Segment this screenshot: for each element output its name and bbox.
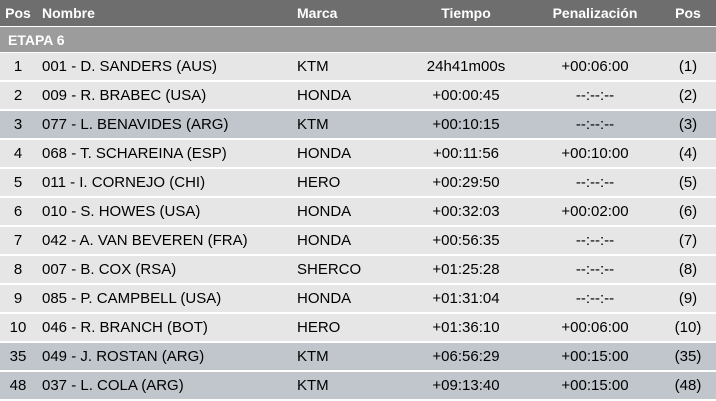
cell-time: +00:00:45 [432, 87, 500, 104]
cell-overall-pos: (35) [674, 348, 702, 365]
cell-time: +00:32:03 [432, 203, 500, 220]
header-time: Tiempo [441, 5, 491, 21]
cell-rider-name: 068 - T. SCHAREINA (ESP) [42, 145, 227, 162]
cell-overall-pos: (4) [678, 145, 698, 162]
cell-time: +01:25:28 [432, 261, 500, 278]
cell-overall-pos: (8) [678, 261, 698, 278]
cell-pos: 10 [9, 319, 27, 336]
cell-brand: KTM [297, 58, 329, 75]
cell-penalty: --:--:-- [575, 174, 615, 191]
cell-penalty: --:--:-- [575, 116, 615, 133]
header-brand: Marca [297, 5, 338, 21]
cell-overall-pos: (9) [678, 290, 698, 307]
header-name: Nombre [42, 5, 95, 21]
cell-rider-name: 046 - R. BRANCH (BOT) [42, 319, 208, 336]
cell-time: +00:29:50 [432, 174, 500, 191]
cell-pos: 3 [13, 116, 23, 133]
stage-label: ETAPA 6 [8, 31, 65, 48]
cell-pos: 7 [13, 232, 23, 249]
cell-time: +01:31:04 [432, 290, 500, 307]
header-penalty: Penalización [552, 5, 638, 21]
cell-time: +06:56:29 [432, 348, 500, 365]
cell-pos: 48 [9, 377, 27, 394]
cell-pos: 8 [13, 261, 23, 278]
table-row: 5 011 - I. CORNEJO (CHI) HERO +00:29:50 --:-… [0, 169, 716, 198]
table-row: 3 077 - L. BENAVIDES (ARG) KTM +00:10:15 --:… [0, 111, 716, 140]
cell-overall-pos: (7) [678, 232, 698, 249]
table-row: 6 010 - S. HOWES (USA) HONDA +00:32:03 +00:0… [0, 198, 716, 227]
cell-brand: HERO [297, 319, 341, 336]
cell-overall-pos: (10) [674, 319, 702, 336]
table-row: 2 009 - R. BRABEC (USA) HONDA +00:00:45 --:-… [0, 82, 716, 111]
cell-time: +09:13:40 [432, 377, 500, 394]
cell-brand: HONDA [297, 145, 352, 162]
table-row: 4 068 - T. SCHAREINA (ESP) HONDA +00:11:56 +… [0, 140, 716, 169]
table-row: 35 049 - J. ROSTAN (ARG) KTM +06:56:29 +00:1… [0, 343, 716, 372]
cell-penalty: +00:02:00 [561, 203, 629, 220]
cell-penalty: +00:15:00 [561, 348, 629, 365]
results-table-body: 1 001 - D. SANDERS (AUS) KTM 24h41m00s +00:0… [0, 53, 716, 401]
cell-pos: 6 [13, 203, 23, 220]
cell-brand: KTM [297, 116, 329, 133]
cell-pos: 35 [9, 348, 27, 365]
cell-pos: 4 [13, 145, 23, 162]
cell-brand: HONDA [297, 232, 352, 249]
cell-pos: 9 [13, 290, 23, 307]
cell-pos: 2 [13, 87, 23, 104]
cell-penalty: +00:06:00 [561, 319, 629, 336]
cell-penalty: --:--:-- [575, 87, 615, 104]
cell-rider-name: 077 - L. BENAVIDES (ARG) [42, 116, 229, 133]
cell-rider-name: 009 - R. BRABEC (USA) [42, 87, 207, 104]
cell-brand: HONDA [297, 87, 352, 104]
cell-rider-name: 010 - S. HOWES (USA) [42, 203, 201, 220]
cell-time: +00:56:35 [432, 232, 500, 249]
cell-overall-pos: (1) [678, 58, 698, 75]
cell-brand: KTM [297, 377, 329, 394]
table-row: 48 037 - L. COLA (ARG) KTM +09:13:40 +00:15:… [0, 372, 716, 401]
cell-time: +01:36:10 [432, 319, 500, 336]
cell-brand: HONDA [297, 290, 352, 307]
stage-row: ETAPA 6 [0, 27, 716, 53]
cell-overall-pos: (3) [678, 116, 698, 133]
cell-rider-name: 007 - B. COX (RSA) [42, 261, 177, 278]
cell-overall-pos: (6) [678, 203, 698, 220]
cell-penalty: --:--:-- [575, 261, 615, 278]
cell-penalty: --:--:-- [575, 290, 615, 307]
cell-pos: 1 [13, 58, 23, 75]
cell-overall-pos: (2) [678, 87, 698, 104]
table-row: 8 007 - B. COX (RSA) SHERCO +01:25:28 --:--:… [0, 256, 716, 285]
cell-penalty: +00:10:00 [561, 145, 629, 162]
cell-overall-pos: (48) [674, 377, 702, 394]
cell-time: 24h41m00s [426, 58, 506, 75]
table-row: 10 046 - R. BRANCH (BOT) HERO +01:36:10 +00:… [0, 314, 716, 343]
cell-rider-name: 042 - A. VAN BEVEREN (FRA) [42, 232, 248, 249]
header-pos: Pos [5, 5, 31, 21]
cell-rider-name: 085 - P. CAMPBELL (USA) [42, 290, 222, 307]
cell-brand: KTM [297, 348, 329, 365]
table-row: 7 042 - A. VAN BEVEREN (FRA) HONDA +00:56:3… [0, 227, 716, 256]
cell-penalty: +00:06:00 [561, 58, 629, 75]
cell-brand: HERO [297, 174, 341, 191]
header-overall-pos: Pos [675, 5, 701, 21]
cell-rider-name: 001 - D. SANDERS (AUS) [42, 58, 218, 75]
cell-pos: 5 [13, 174, 23, 191]
cell-penalty: --:--:-- [575, 232, 615, 249]
cell-penalty: +00:15:00 [561, 377, 629, 394]
cell-rider-name: 037 - L. COLA (ARG) [42, 377, 184, 394]
cell-overall-pos: (5) [678, 174, 698, 191]
table-row: 9 085 - P. CAMPBELL (USA) HONDA +01:31:04 --… [0, 285, 716, 314]
cell-time: +00:11:56 [432, 145, 500, 162]
table-header: Pos Nombre Marca Tiempo Penalización Pos [0, 0, 716, 27]
cell-rider-name: 011 - I. CORNEJO (CHI) [42, 174, 206, 191]
cell-brand: HONDA [297, 203, 352, 220]
cell-time: +00:10:15 [432, 116, 500, 133]
cell-brand: SHERCO [297, 261, 362, 278]
cell-rider-name: 049 - J. ROSTAN (ARG) [42, 348, 205, 365]
table-row: 1 001 - D. SANDERS (AUS) KTM 24h41m00s +00:0… [0, 53, 716, 82]
